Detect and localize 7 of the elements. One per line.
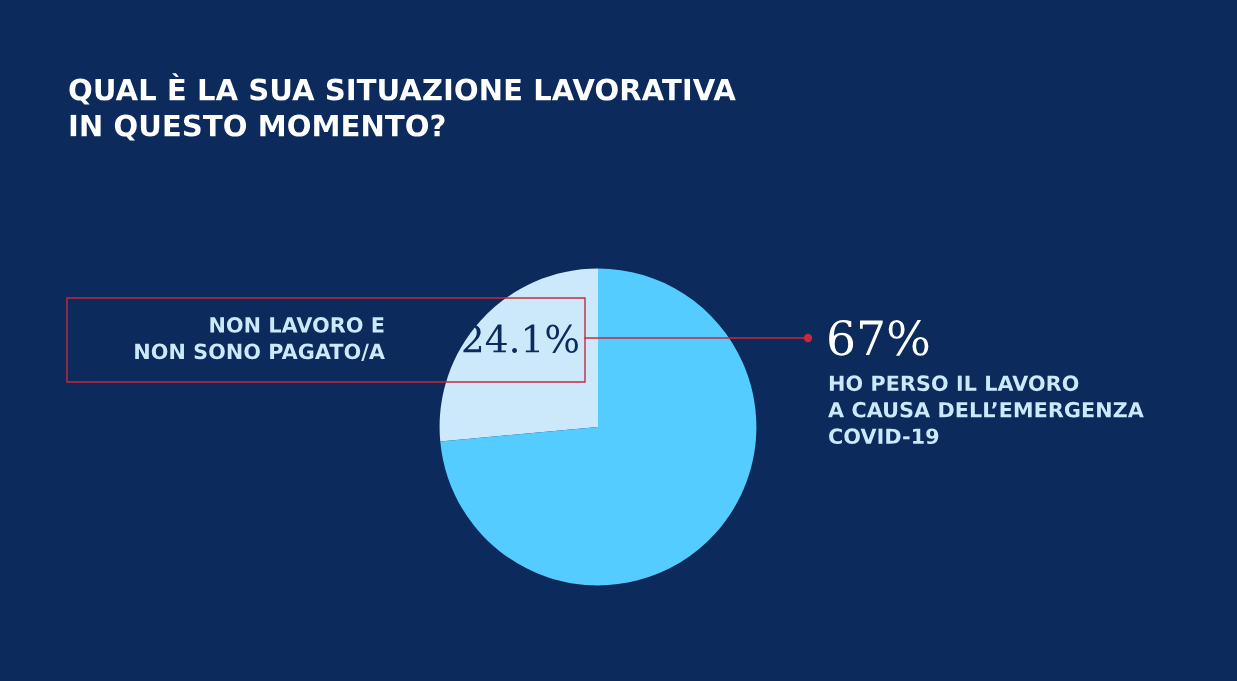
slice-label: HO PERSO IL LAVORO A CAUSA DELL’EMERGENZA COVID-19 [828,375,1144,445]
pie-slice [439,268,598,442]
data-label: 24.1% [463,324,578,353]
slice-label: NON LAVORO E NON SONO PAGATO/A [135,317,385,361]
chart-title: QUAL È LA SUA SITUAZIONE LAVORATIVA IN QUESTO MOMENTO? [69,73,736,141]
data-label: 67% [829,319,929,356]
pie-slice [440,268,757,586]
